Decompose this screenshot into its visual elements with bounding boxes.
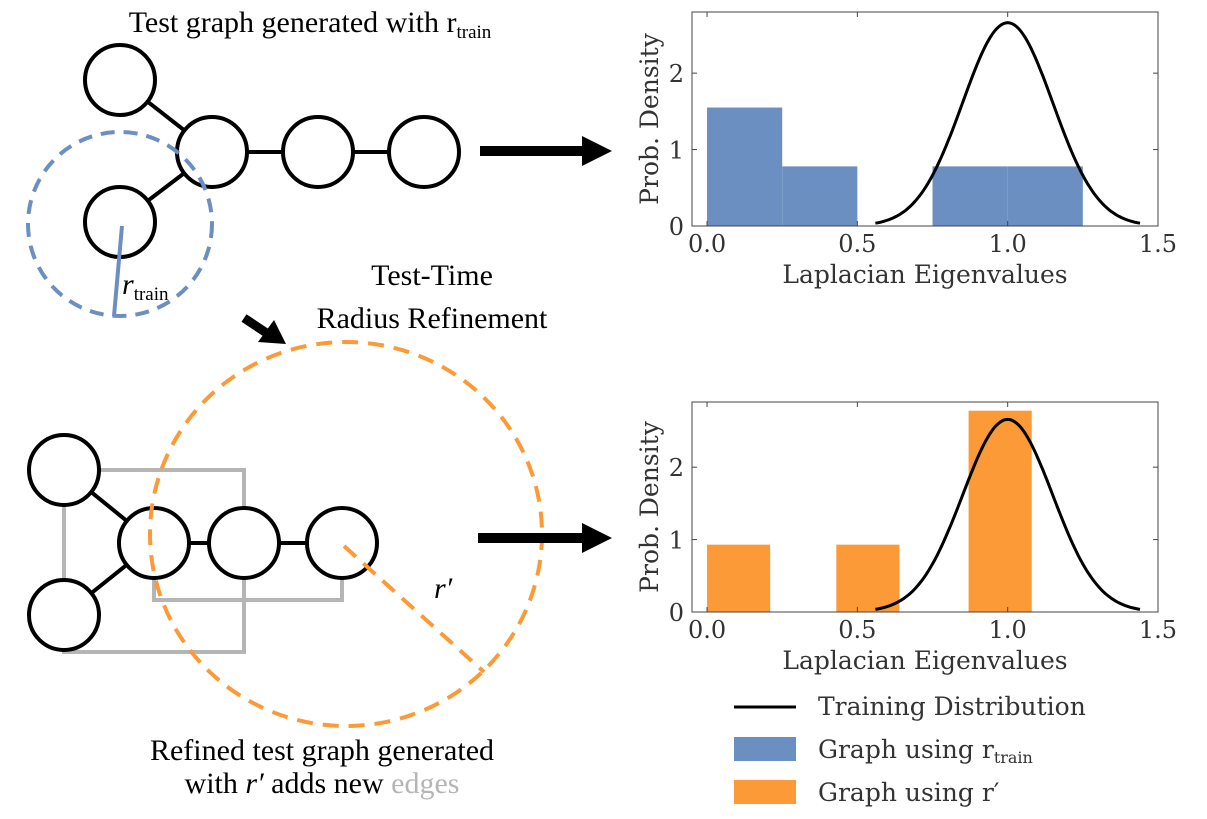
- y-tick-label: 0: [669, 213, 684, 241]
- bottom-graph-nodes: [27, 433, 379, 652]
- training-distribution-curve: [875, 417, 1141, 611]
- histogram-bar: [707, 544, 771, 612]
- x-tick-label: 1.5: [1139, 230, 1177, 258]
- histogram-bar: [836, 544, 900, 612]
- refinement-label-line2: Radius Refinement: [317, 302, 548, 335]
- legend-label: Graph using r′: [818, 778, 1000, 807]
- x-tick-label: 1.0: [989, 230, 1027, 258]
- y-axis-label: Prob. Density: [635, 32, 664, 205]
- axes-frame: [691, 401, 1159, 613]
- bottom-histogram-chart: 0.0 0.5 1.0 1.5 0 1 2 Laplacian Eigenvalues Prob…: [635, 401, 1177, 675]
- x-tick-label: 0.0: [688, 230, 726, 258]
- legend-label: Graph using rtrain: [818, 735, 1033, 767]
- refinement-arrow: [241, 314, 286, 344]
- x-tick-label: 1.0: [989, 616, 1027, 644]
- graph-node: [83, 43, 157, 117]
- graph-node: [117, 506, 191, 580]
- y-tick-label: 2: [669, 60, 684, 88]
- top-right-arrow: [480, 136, 612, 166]
- top-graph-title: Test graph generated with rtrain: [129, 6, 492, 43]
- graph-node: [281, 115, 355, 189]
- edges-word: edges: [391, 767, 459, 800]
- histogram-bar: [782, 166, 858, 226]
- top-graph-edges: [118, 78, 424, 224]
- graph-node: [27, 433, 101, 507]
- x-axis-label: Laplacian Eigenvalues: [782, 646, 1067, 675]
- training-distribution-curve: [875, 21, 1141, 225]
- top-graph: rtrain: [26, 43, 461, 318]
- histogram-bar: [707, 107, 783, 226]
- top-graph-title-sub: train: [456, 22, 491, 43]
- histogram-bar: [968, 410, 1032, 612]
- legend-blue-swatch: [734, 737, 796, 761]
- bottom-caption-line1: Refined test graph generated: [150, 734, 494, 767]
- top-graph-title-text: Test graph generated with r: [129, 6, 457, 39]
- y-tick-label: 1: [669, 137, 684, 165]
- graph-node: [175, 115, 249, 189]
- bottom-right-arrow: [478, 523, 612, 553]
- x-tick-label: 0.5: [838, 616, 876, 644]
- bottom-graph: r′: [27, 340, 544, 728]
- top-histogram-chart: 0.0 0.5 1.0 1.5 0 1 2 Laplacian Eigenvalues Prob…: [635, 11, 1177, 289]
- x-tick-label: 0.5: [838, 230, 876, 258]
- bottom-graph-edges: [62, 468, 342, 617]
- x-tick-label: 0.0: [688, 616, 726, 644]
- legend-label: Training Distribution: [818, 692, 1086, 721]
- x-axis-label: Laplacian Eigenvalues: [782, 260, 1067, 289]
- legend: Training Distribution Graph using rtrain…: [734, 692, 1086, 807]
- graph-node: [305, 506, 379, 580]
- graph-node: [207, 506, 281, 580]
- new-gray-edges: [62, 468, 344, 654]
- r-train-radius-circle: [26, 130, 214, 318]
- r-prime-radius-line: [342, 544, 486, 674]
- graph-node: [27, 578, 101, 652]
- bottom-caption-line2: with r′ adds new edges: [185, 767, 460, 800]
- legend-orange-swatch: [734, 780, 796, 804]
- y-tick-label: 1: [669, 527, 684, 555]
- r-prime-label: r′: [434, 572, 453, 605]
- refinement-label-line1: Test-Time: [371, 259, 493, 292]
- r-train-radius-line: [112, 225, 124, 317]
- graph-node: [387, 115, 461, 189]
- histogram-bar: [1007, 166, 1083, 226]
- r-train-label: rtrain: [122, 268, 169, 305]
- x-tick-label: 1.5: [1139, 616, 1177, 644]
- y-tick-label: 2: [669, 454, 684, 482]
- top-graph-nodes: [83, 43, 461, 259]
- axes-frame: [691, 11, 1159, 227]
- y-axis-label: Prob. Density: [635, 420, 664, 593]
- y-tick-label: 0: [669, 599, 684, 627]
- histogram-bar: [932, 166, 1008, 226]
